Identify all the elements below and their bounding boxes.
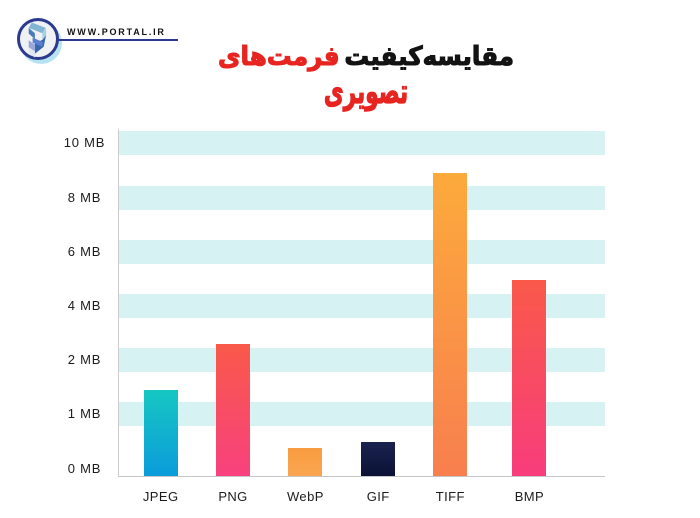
- y-tick-label: 1 MB: [67, 406, 102, 422]
- logo-isometric-arrow-icon: [28, 22, 46, 57]
- y-tick-label: 10 MB: [63, 135, 106, 151]
- logo-face-6: [41, 27, 46, 40]
- y-tick-label: 8 MB: [67, 189, 102, 205]
- logo-face-5: [28, 46, 35, 57]
- y-tick-label: 0 MB: [67, 460, 102, 476]
- y-tick-label: 2 MB: [67, 352, 102, 368]
- x-axis-label: TIFF: [435, 489, 465, 504]
- portal-logo-icon: [16, 17, 59, 60]
- x-axis-label: BMP: [514, 489, 545, 504]
- grid-band: [118, 239, 605, 264]
- bar-bmp: [512, 280, 547, 476]
- x-axis-line: [118, 476, 605, 477]
- chart-title-line2: تصویری: [222, 72, 510, 113]
- y-tick-label: 6 MB: [67, 243, 102, 259]
- y-axis-line: [118, 129, 119, 477]
- bar-gif: [361, 442, 396, 476]
- header-rule-line: [58, 39, 178, 42]
- grid-band: [118, 185, 605, 210]
- title-line2-text: تصویری: [323, 72, 409, 113]
- bar-tiff: [433, 173, 468, 476]
- logo-face-1: [28, 27, 35, 39]
- grid-band: [118, 131, 605, 156]
- logo-face-4: [28, 39, 35, 51]
- title-red-part: فرمت‌های: [217, 41, 340, 72]
- title-dark-part: مقایسه‌کیفیت: [344, 41, 515, 72]
- bar-jpeg: [143, 389, 178, 476]
- x-axis-label: WebP: [287, 489, 324, 504]
- logo-face-0: [28, 22, 46, 33]
- bar-png: [216, 343, 250, 476]
- x-axis-label: GIF: [366, 489, 390, 504]
- bar-webp: [288, 448, 323, 476]
- chart-title-line1: مقایسه‌کیفیت فرمت‌های: [177, 37, 556, 77]
- logo-face-3: [32, 37, 43, 47]
- y-tick-label: 4 MB: [67, 297, 102, 313]
- x-axis-label: JPEG: [142, 489, 179, 504]
- x-axis-label: PNG: [218, 489, 248, 504]
- website-url-text: WWW.PORTAL.IR: [67, 27, 166, 37]
